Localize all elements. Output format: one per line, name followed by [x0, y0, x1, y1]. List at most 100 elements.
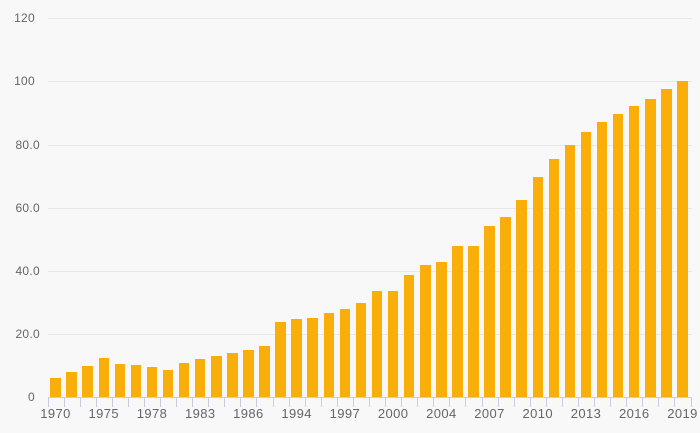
x-axis-label: 1983	[184, 406, 216, 421]
x-axis-tick	[385, 398, 387, 408]
bar	[130, 365, 142, 398]
x-axis-tick	[192, 398, 194, 408]
x-axis-tick	[401, 398, 403, 408]
y-gridline	[47, 144, 692, 146]
x-axis-tick	[320, 398, 322, 408]
x-axis-tick	[529, 398, 531, 408]
x-axis-label: 1994	[281, 406, 312, 421]
x-axis-tick	[561, 398, 563, 408]
bar	[387, 291, 399, 398]
bar	[66, 372, 77, 398]
bar	[452, 245, 463, 398]
x-axis-tick	[658, 398, 660, 408]
bar	[323, 312, 335, 398]
x-axis-label: 2000	[377, 406, 409, 421]
bar	[532, 177, 544, 398]
bar	[227, 353, 238, 398]
x-axis-tick	[417, 398, 419, 408]
bar	[355, 303, 367, 398]
y-axis-label: 60.0	[15, 200, 40, 215]
x-axis-tick	[481, 398, 483, 408]
x-axis-label: 2007	[474, 406, 505, 421]
bar	[50, 377, 61, 398]
y-gridline	[47, 81, 692, 83]
y-axis-label: 80.0	[15, 137, 40, 152]
x-axis-tick	[610, 398, 612, 408]
y-axis-label: 0	[28, 390, 35, 405]
x-axis-tick	[594, 398, 596, 408]
bar	[580, 132, 592, 398]
bar	[403, 275, 415, 398]
bar	[436, 262, 447, 398]
bar	[468, 245, 479, 398]
bar	[114, 364, 126, 398]
x-axis-label: 1978	[136, 406, 168, 421]
x-axis-tick	[160, 398, 162, 408]
x-axis-label: 2016	[618, 406, 650, 421]
bar	[628, 106, 640, 398]
bar	[194, 358, 206, 398]
x-axis-tick	[465, 398, 467, 408]
y-gridline	[47, 270, 692, 272]
bar	[661, 88, 672, 398]
x-axis-label: 1975	[88, 406, 120, 421]
bar	[484, 226, 495, 398]
bar	[307, 317, 318, 398]
x-axis-tick	[224, 398, 226, 408]
x-axis-tick	[240, 398, 242, 408]
y-axis-label: 120	[14, 11, 35, 26]
bar	[596, 121, 608, 398]
y-gridline	[47, 18, 692, 20]
bar	[677, 81, 688, 398]
bar	[259, 346, 270, 398]
x-axis-tick	[111, 398, 113, 408]
bar	[371, 291, 383, 398]
y-axis-label: 40.0	[15, 263, 40, 278]
x-axis-label: 1986	[233, 406, 264, 421]
x-axis-tick	[272, 398, 274, 408]
bar	[339, 308, 351, 398]
x-axis-tick	[690, 398, 692, 408]
x-axis-label: 2010	[522, 406, 554, 421]
x-axis-tick	[47, 398, 49, 408]
x-axis-tick	[433, 398, 435, 408]
bar	[146, 366, 158, 398]
y-gridline	[47, 207, 692, 209]
x-axis-tick	[79, 398, 81, 408]
x-axis-tick	[545, 398, 547, 408]
x-axis-tick	[577, 398, 579, 408]
x-axis-label: 2004	[426, 406, 457, 421]
bar	[243, 349, 254, 398]
bar	[420, 264, 431, 398]
bar	[645, 98, 656, 398]
bar	[564, 144, 576, 398]
bar	[291, 318, 302, 398]
x-axis-tick	[642, 398, 644, 408]
x-axis-tick	[176, 398, 178, 408]
bar	[612, 113, 624, 398]
x-axis-tick	[288, 398, 290, 408]
bar	[516, 199, 527, 398]
x-axis-label: 1970	[40, 406, 71, 421]
x-axis-tick	[304, 398, 306, 408]
x-axis-tick	[95, 398, 97, 408]
bar	[98, 358, 109, 398]
bar	[211, 356, 222, 398]
x-axis-tick	[626, 398, 628, 408]
x-axis-tick	[449, 398, 451, 408]
y-gridline	[47, 334, 692, 336]
x-axis-tick	[513, 398, 515, 408]
y-axis-label: 100	[14, 74, 35, 89]
x-axis-line	[47, 397, 692, 399]
bar	[82, 365, 93, 398]
x-axis-tick	[674, 398, 676, 408]
bar	[162, 370, 174, 398]
x-axis-tick	[352, 398, 354, 408]
x-axis-tick	[369, 398, 370, 408]
x-axis-label: 1997	[329, 406, 361, 421]
x-axis-label: 2019	[667, 406, 698, 421]
x-axis-tick	[256, 398, 258, 408]
x-axis-tick	[63, 398, 65, 408]
x-axis-label: 2013	[570, 406, 602, 421]
y-axis-label: 20.0	[15, 327, 40, 342]
